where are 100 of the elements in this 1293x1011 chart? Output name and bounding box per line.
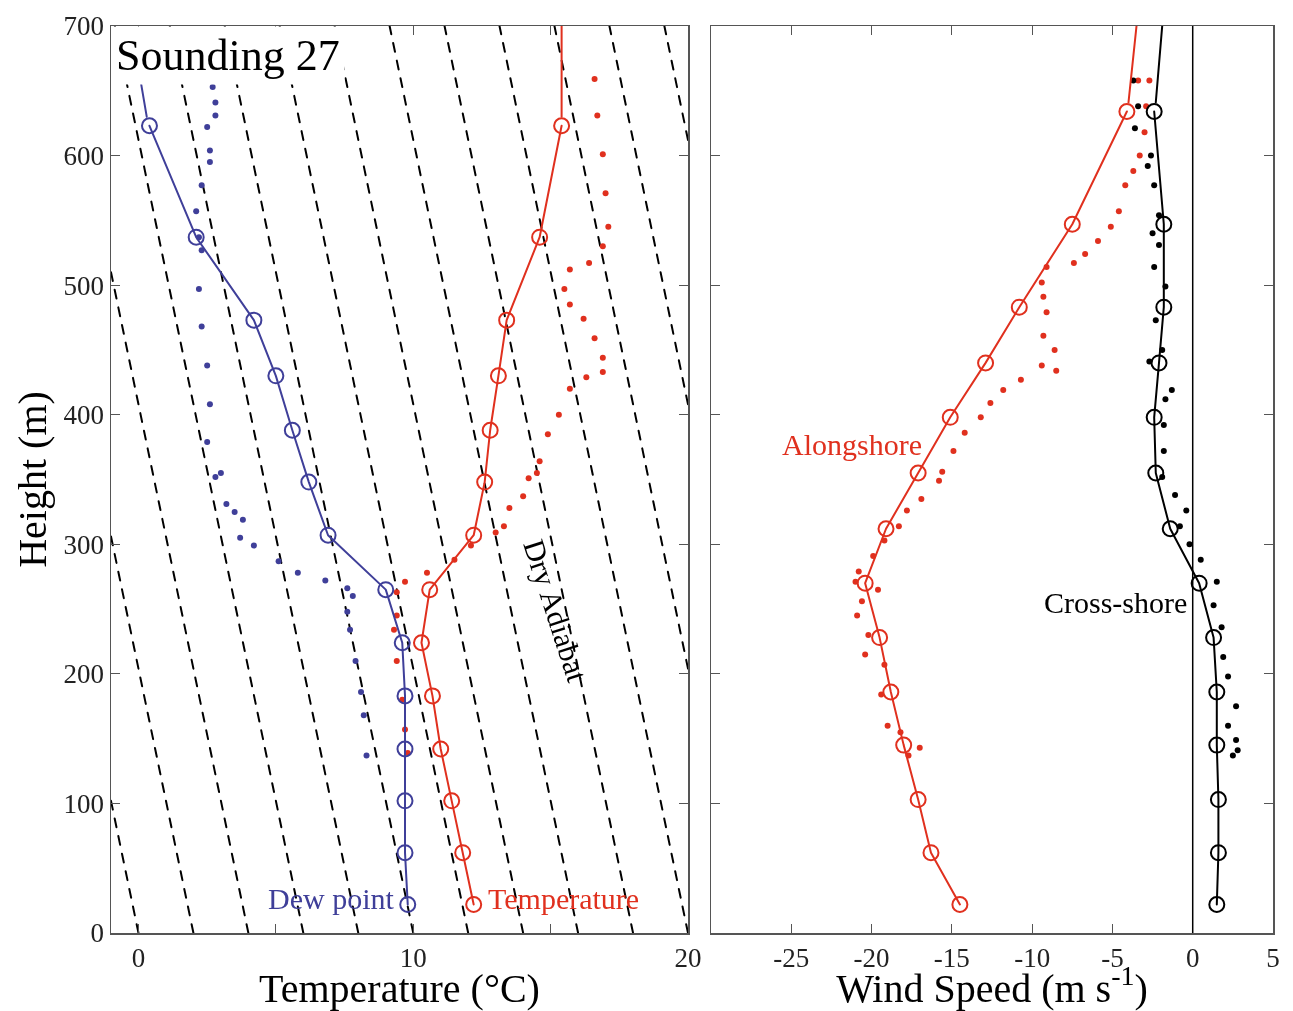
- point: [1233, 703, 1240, 710]
- point: [393, 589, 400, 596]
- point: [300, 473, 318, 491]
- point: [566, 385, 573, 392]
- point: [591, 76, 598, 83]
- point: [1146, 77, 1153, 84]
- point: [1135, 77, 1142, 84]
- point: [1040, 332, 1047, 339]
- point: [1135, 103, 1142, 110]
- point: [1162, 396, 1169, 403]
- point: [412, 634, 430, 652]
- point: [918, 495, 925, 502]
- point: [283, 421, 301, 439]
- point: [1000, 387, 1007, 394]
- point: [1209, 844, 1227, 862]
- point: [1205, 629, 1223, 647]
- point: [1168, 387, 1175, 394]
- point: [1225, 673, 1232, 680]
- x-tick-label: 5: [1266, 942, 1280, 973]
- point: [212, 99, 219, 106]
- point: [1038, 362, 1045, 369]
- point: [1107, 223, 1114, 230]
- point: [922, 844, 940, 862]
- point: [1190, 574, 1208, 592]
- point: [884, 722, 891, 729]
- point: [204, 438, 211, 445]
- point: [421, 581, 439, 599]
- point: [358, 689, 365, 695]
- x-tick-label: -25: [773, 942, 810, 973]
- point: [1213, 578, 1220, 585]
- point: [1155, 215, 1173, 233]
- point: [1141, 129, 1148, 136]
- point: [1010, 298, 1028, 316]
- point: [294, 569, 301, 576]
- y-tick-label: 100: [63, 788, 105, 819]
- y-tick-label: 300: [63, 529, 105, 560]
- point: [977, 414, 984, 421]
- point: [1218, 624, 1225, 631]
- point: [1136, 152, 1143, 159]
- point: [1151, 182, 1158, 189]
- point: [1082, 251, 1089, 258]
- point: [250, 542, 257, 549]
- point: [1122, 182, 1129, 189]
- x-tick-label: 0: [131, 942, 146, 973]
- point: [561, 286, 568, 293]
- point: [344, 608, 351, 615]
- point: [1051, 346, 1058, 353]
- point: [909, 464, 927, 482]
- point: [951, 895, 969, 913]
- point: [344, 585, 351, 592]
- point: [195, 286, 202, 293]
- chart-title: Sounding 27: [116, 31, 340, 80]
- point: [396, 844, 414, 862]
- point: [1094, 238, 1101, 245]
- point: [212, 473, 219, 480]
- point: [599, 354, 606, 361]
- point: [1155, 298, 1173, 316]
- point: [605, 223, 612, 230]
- point: [498, 311, 516, 329]
- y-tick-label: 400: [63, 400, 105, 431]
- point: [347, 626, 354, 633]
- point: [903, 507, 910, 514]
- point: [909, 791, 927, 809]
- point: [1145, 103, 1163, 121]
- point: [212, 112, 219, 119]
- point: [1070, 260, 1077, 267]
- point: [895, 523, 902, 530]
- point: [1155, 212, 1162, 219]
- point: [977, 354, 995, 372]
- point: [423, 687, 441, 705]
- point: [391, 626, 397, 633]
- point: [536, 458, 543, 465]
- point: [1131, 125, 1138, 132]
- point: [1176, 523, 1183, 530]
- point: [1225, 722, 1232, 729]
- point: [1118, 103, 1136, 121]
- point: [580, 315, 587, 322]
- point: [454, 844, 472, 862]
- y-tick-label: 700: [63, 11, 105, 42]
- y-tick-label: 200: [63, 659, 105, 690]
- point: [187, 228, 205, 246]
- point: [393, 634, 411, 652]
- point: [1043, 309, 1050, 316]
- point: [961, 429, 968, 436]
- point: [467, 542, 474, 549]
- point: [594, 112, 601, 119]
- point: [465, 895, 483, 913]
- annotation: Alongshore: [782, 428, 922, 461]
- point: [492, 529, 499, 536]
- point: [895, 736, 913, 754]
- point: [599, 243, 606, 250]
- point: [239, 516, 246, 523]
- point: [871, 629, 889, 647]
- point: [855, 568, 862, 575]
- point: [245, 311, 263, 329]
- point: [1208, 895, 1226, 913]
- point: [393, 657, 400, 664]
- y-axis-title: Height (m): [10, 391, 56, 568]
- point: [858, 598, 865, 605]
- point: [198, 182, 205, 189]
